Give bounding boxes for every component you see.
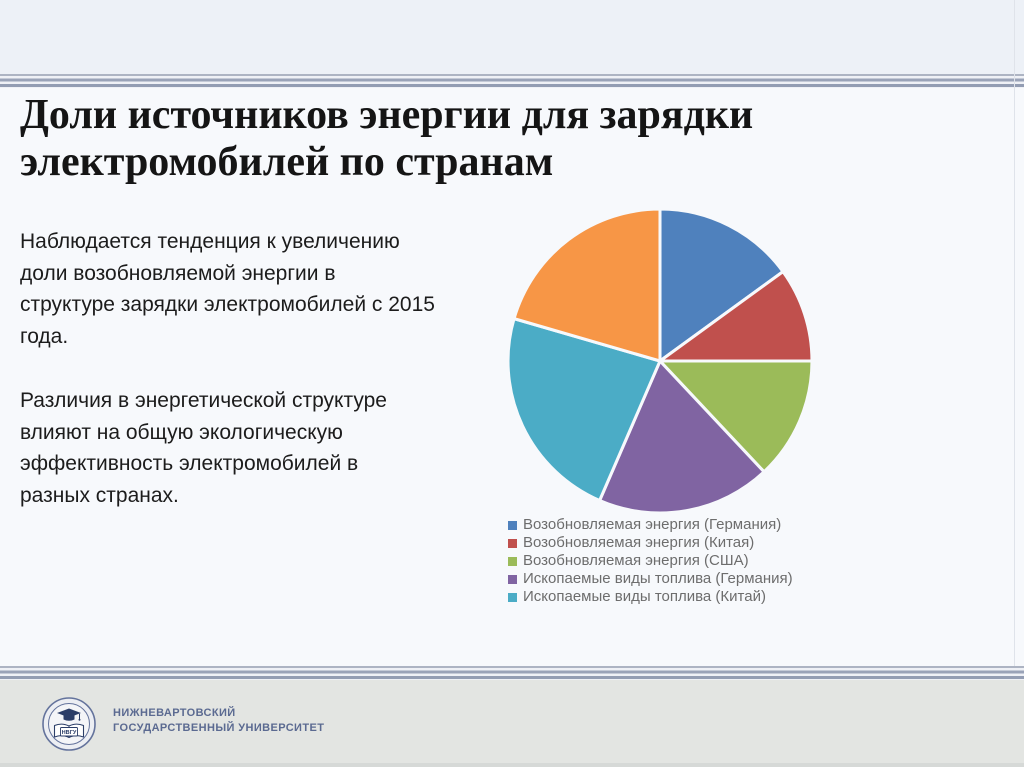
legend-marker	[508, 592, 517, 602]
pie-chart-area: Возобновляемая энергия (Германия) Возобно…	[506, 207, 836, 606]
legend-marker	[508, 520, 517, 530]
footer: НВГУ НИЖНЕВАРТОВСКИЙ ГОСУДАРСТВЕННЫЙ УНИ…	[0, 680, 1024, 767]
legend-label: Ископаемые виды топлива (Китай)	[523, 588, 766, 605]
pie-slice-2	[658, 359, 814, 474]
legend-item: Ископаемые виды топлива (Германия)	[508, 570, 836, 588]
legend-item: Возобновляемая энергия (Германия)	[508, 516, 836, 534]
bottom-divider-stripes	[0, 666, 1024, 680]
legend-label: Возобновляемая энергия (Китая)	[523, 534, 755, 551]
legend-label: Ископаемые виды топлива (Германия)	[523, 570, 793, 587]
university-emblem-icon: НВГУ	[42, 697, 96, 751]
legend-item: Ископаемые виды топлива (Китай)	[508, 588, 836, 606]
body-text: Наблюдается тенденция к увеличению доли …	[20, 226, 506, 511]
university-name: НИЖНЕВАРТОВСКИЙ ГОСУДАРСТВЕННЫЙ УНИВЕРСИ…	[113, 707, 325, 734]
pie-slice-0	[658, 207, 785, 363]
paragraph-differences: Различия в энергетической структуре влия…	[20, 389, 387, 507]
legend-label: Возобновляемая энергия (США)	[523, 552, 749, 569]
pie-slice-4	[506, 317, 662, 503]
pie-slice-3	[598, 359, 766, 515]
paragraph-trend: Наблюдается тенденция к увеличению доли …	[20, 230, 435, 348]
university-logo: НВГУ	[41, 696, 97, 752]
pie-slice-1	[658, 270, 814, 363]
top-divider-stripes	[0, 74, 1024, 88]
legend-marker	[508, 538, 517, 548]
legend-marker	[508, 574, 517, 584]
legend-item: Возобновляемая энергия (США)	[508, 552, 836, 570]
right-edge-line	[1014, 0, 1015, 680]
legend-item: Возобновляемая энергия (Китая)	[508, 534, 836, 552]
pie-chart	[506, 207, 814, 515]
logo-abbr-text: НВГУ	[62, 730, 77, 736]
slide-title: Доли источников энергии для зарядки элек…	[20, 92, 754, 185]
top-band	[0, 0, 1024, 74]
legend-marker	[508, 556, 517, 566]
legend-label: Возобновляемая энергия (Германия)	[523, 516, 782, 533]
chart-legend: Возобновляемая энергия (Германия) Возобно…	[506, 516, 836, 606]
graduation-cap-icon	[57, 708, 81, 721]
pie-slice-5	[512, 207, 662, 363]
